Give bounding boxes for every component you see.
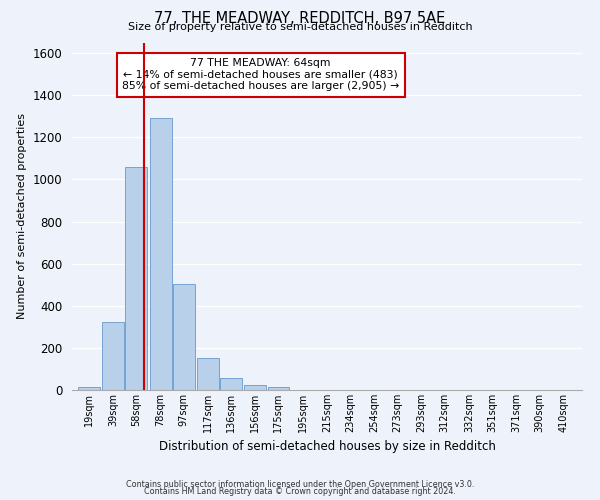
Bar bbox=[150, 118, 172, 390]
Bar bbox=[103, 322, 124, 390]
Bar bbox=[220, 378, 242, 390]
Bar bbox=[78, 387, 100, 390]
Text: 77 THE MEADWAY: 64sqm
← 14% of semi-detached houses are smaller (483)
85% of sem: 77 THE MEADWAY: 64sqm ← 14% of semi-deta… bbox=[122, 58, 400, 92]
Bar bbox=[125, 167, 147, 390]
Text: Size of property relative to semi-detached houses in Redditch: Size of property relative to semi-detach… bbox=[128, 22, 472, 32]
Bar bbox=[173, 284, 194, 390]
Bar bbox=[268, 387, 289, 390]
Text: Contains public sector information licensed under the Open Government Licence v3: Contains public sector information licen… bbox=[126, 480, 474, 489]
Text: 77, THE MEADWAY, REDDITCH, B97 5AE: 77, THE MEADWAY, REDDITCH, B97 5AE bbox=[154, 11, 446, 26]
Text: Contains HM Land Registry data © Crown copyright and database right 2024.: Contains HM Land Registry data © Crown c… bbox=[144, 487, 456, 496]
Bar bbox=[197, 358, 219, 390]
X-axis label: Distribution of semi-detached houses by size in Redditch: Distribution of semi-detached houses by … bbox=[158, 440, 496, 454]
Y-axis label: Number of semi-detached properties: Number of semi-detached properties bbox=[17, 114, 27, 320]
Bar bbox=[244, 384, 266, 390]
